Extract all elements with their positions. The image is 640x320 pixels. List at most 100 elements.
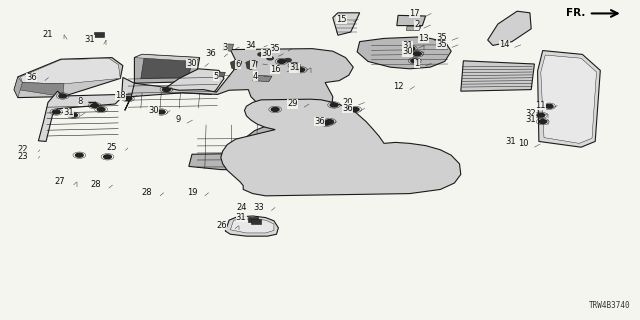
Polygon shape <box>246 60 257 70</box>
Text: 10: 10 <box>518 140 529 148</box>
Polygon shape <box>251 219 261 224</box>
Circle shape <box>163 88 170 92</box>
Polygon shape <box>461 61 534 91</box>
Text: 28: 28 <box>90 180 101 189</box>
Circle shape <box>351 108 359 111</box>
Text: 11: 11 <box>536 101 546 110</box>
Text: 31: 31 <box>505 137 516 146</box>
Text: 32: 32 <box>525 109 536 118</box>
Polygon shape <box>397 15 426 26</box>
Polygon shape <box>141 58 192 78</box>
Text: 31: 31 <box>236 213 246 222</box>
Text: FR.: FR. <box>566 8 586 19</box>
Polygon shape <box>125 49 353 118</box>
Text: 31: 31 <box>289 63 300 72</box>
Text: 22: 22 <box>18 145 28 154</box>
Circle shape <box>124 97 132 100</box>
Text: 26: 26 <box>216 221 227 230</box>
Circle shape <box>76 153 83 157</box>
Polygon shape <box>38 69 224 141</box>
Polygon shape <box>538 51 600 147</box>
Text: 30: 30 <box>186 59 197 68</box>
Text: 9: 9 <box>176 116 181 124</box>
Polygon shape <box>20 58 120 84</box>
Polygon shape <box>541 55 596 143</box>
Text: 2: 2 <box>414 20 419 29</box>
Text: 31: 31 <box>84 36 95 44</box>
Polygon shape <box>216 72 225 77</box>
Circle shape <box>258 53 264 56</box>
Circle shape <box>407 47 415 51</box>
Circle shape <box>537 113 545 117</box>
Text: 28: 28 <box>141 188 152 197</box>
Polygon shape <box>488 11 531 45</box>
Polygon shape <box>223 44 234 51</box>
Text: 13: 13 <box>418 34 429 43</box>
Circle shape <box>411 59 419 63</box>
Text: 36: 36 <box>26 73 37 82</box>
Circle shape <box>278 60 285 63</box>
Text: 36: 36 <box>342 104 353 113</box>
Text: 5: 5 <box>214 72 219 81</box>
Circle shape <box>413 52 421 56</box>
Text: 18: 18 <box>115 91 125 100</box>
Polygon shape <box>230 60 242 70</box>
Text: 31: 31 <box>402 41 413 50</box>
Circle shape <box>52 110 60 114</box>
Polygon shape <box>253 75 272 82</box>
Circle shape <box>91 104 99 108</box>
Text: 12: 12 <box>393 82 403 91</box>
Text: 31: 31 <box>525 116 536 124</box>
Circle shape <box>267 57 273 60</box>
Circle shape <box>291 63 298 66</box>
Text: 14: 14 <box>499 40 509 49</box>
Polygon shape <box>357 37 451 69</box>
Text: 30: 30 <box>402 47 413 56</box>
Circle shape <box>97 108 105 111</box>
Text: 19: 19 <box>187 188 197 197</box>
Text: 21: 21 <box>42 30 52 39</box>
Text: 1: 1 <box>415 59 420 68</box>
Circle shape <box>323 121 330 125</box>
Polygon shape <box>14 58 123 98</box>
Circle shape <box>291 64 298 68</box>
Text: 16: 16 <box>269 65 280 74</box>
Circle shape <box>545 104 553 108</box>
Polygon shape <box>230 219 274 233</box>
Polygon shape <box>225 216 278 236</box>
Circle shape <box>104 155 111 159</box>
Circle shape <box>539 120 547 124</box>
Text: 7: 7 <box>251 60 256 69</box>
Text: 35: 35 <box>436 33 447 42</box>
Text: 3: 3 <box>223 43 228 52</box>
Polygon shape <box>221 99 461 196</box>
Circle shape <box>157 110 165 114</box>
Circle shape <box>59 94 67 98</box>
Text: 25: 25 <box>106 143 116 152</box>
Polygon shape <box>134 54 200 61</box>
Text: 15: 15 <box>337 15 347 24</box>
Text: 8: 8 <box>78 97 83 106</box>
Text: 20: 20 <box>343 98 353 107</box>
Circle shape <box>285 59 291 62</box>
Text: 17: 17 <box>409 9 420 18</box>
Text: 35: 35 <box>436 40 447 49</box>
Text: 30: 30 <box>148 106 159 115</box>
Circle shape <box>330 103 338 107</box>
Circle shape <box>70 113 77 117</box>
Polygon shape <box>406 26 421 30</box>
Polygon shape <box>248 217 258 222</box>
Text: 6: 6 <box>236 60 241 69</box>
Circle shape <box>297 68 305 72</box>
Text: 30: 30 <box>261 49 272 58</box>
Text: 29: 29 <box>287 100 298 108</box>
Polygon shape <box>189 121 362 171</box>
Circle shape <box>271 108 279 111</box>
Polygon shape <box>14 77 22 98</box>
Text: 35: 35 <box>269 44 280 53</box>
Text: 27: 27 <box>54 177 65 186</box>
Text: 23: 23 <box>17 152 28 161</box>
Text: 31: 31 <box>63 108 74 117</box>
Text: TRW4B3740: TRW4B3740 <box>589 301 630 310</box>
Polygon shape <box>134 54 200 83</box>
